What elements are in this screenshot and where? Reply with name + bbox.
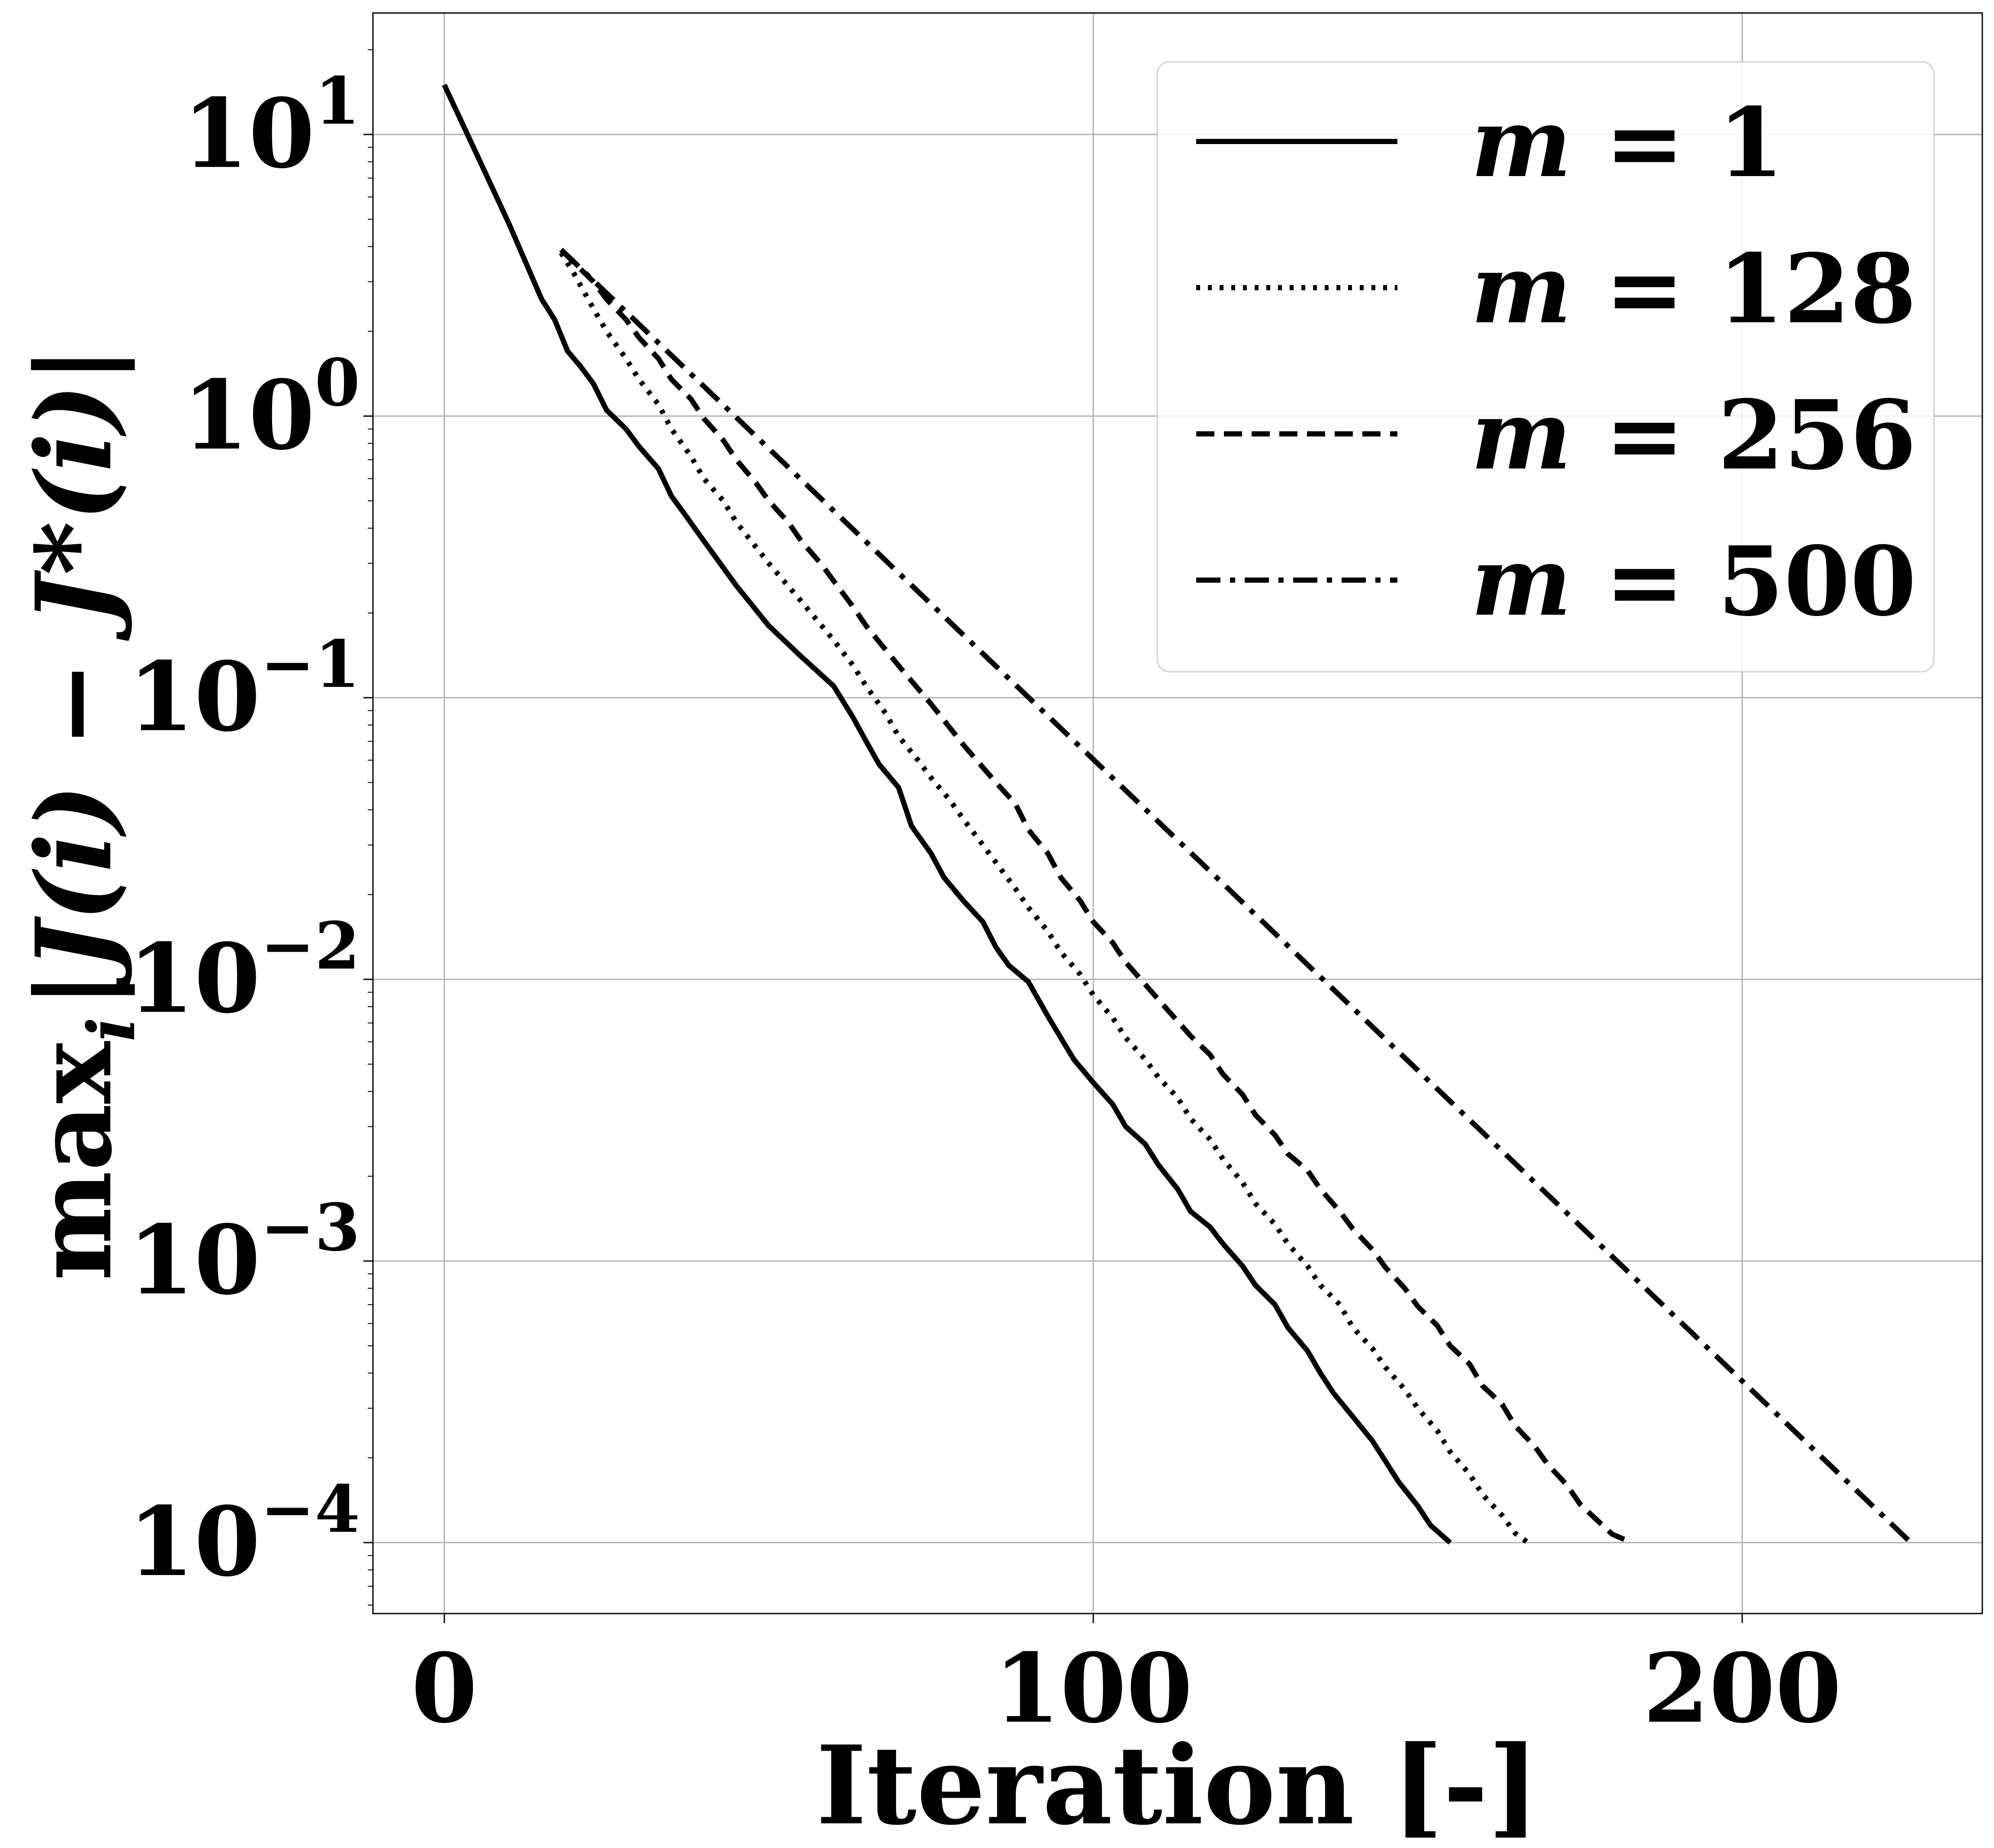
legend-label-var: m [1471, 525, 1572, 637]
y-tick-label: 10−4 [128, 1471, 360, 1598]
y-tick-base: 10 [128, 1485, 260, 1598]
y-tick-exponent: −2 [260, 908, 360, 984]
y-tick-base: 10 [128, 1204, 260, 1316]
series-line [559, 251, 1530, 1545]
legend-label: m = 500 [1471, 525, 1917, 637]
y-tick-exponent: −1 [260, 626, 360, 703]
y-tick-base: 10 [182, 359, 315, 471]
legend-label: m = 1 [1471, 87, 1784, 199]
legend-label: m = 256 [1471, 379, 1917, 491]
y-tick-label: 101 [182, 63, 360, 189]
x-tick-label: 100 [994, 1632, 1192, 1744]
legend-label-value: = 500 [1572, 525, 1917, 637]
y-tick-label: 100 [182, 345, 360, 471]
y-tick-base: 10 [128, 922, 260, 1034]
legend-label: m = 128 [1471, 233, 1917, 345]
series-line [442, 83, 1452, 1545]
y-axis-label: maxi |J(i) − J*(i)| [13, 346, 150, 1281]
y-tick-exponent: 1 [315, 63, 360, 139]
y-tick-exponent: −3 [260, 1190, 360, 1266]
y-axis-label-expr: |J(i) − J*(i)| [13, 346, 135, 1008]
y-tick-label: 10−1 [128, 626, 360, 753]
series-line [559, 247, 1913, 1545]
y-tick-exponent: 0 [315, 345, 360, 421]
series-line [559, 247, 1633, 1545]
x-tick-label: 0 [411, 1632, 477, 1744]
y-tick-label: 10−2 [128, 908, 360, 1034]
y-tick-base: 10 [128, 641, 260, 753]
legend-label-value: = 256 [1572, 379, 1917, 491]
legend-box [1156, 61, 1935, 673]
legend-label-value: = 1 [1572, 87, 1784, 199]
y-axis-label-prefix: max [13, 1041, 135, 1280]
y-tick-label: 10−3 [128, 1190, 360, 1316]
x-tick-label: 200 [1643, 1632, 1841, 1744]
y-tick-base: 10 [182, 77, 315, 189]
legend-label-var: m [1471, 233, 1572, 345]
legend-label-value: = 128 [1572, 233, 1917, 345]
axes-frame [372, 12, 1983, 1614]
legend-label-var: m [1471, 379, 1572, 491]
x-axis-label: Iteration [-] [816, 1722, 1539, 1848]
y-tick-exponent: −4 [260, 1471, 360, 1547]
y-axis-label-sub: i [74, 1017, 150, 1042]
svg-text:maxi|J(i) − J*(i)|: maxi |J(i) − J*(i)| [13, 346, 150, 1281]
legend-label-var: m [1471, 87, 1572, 199]
series-layer [442, 83, 1913, 1545]
